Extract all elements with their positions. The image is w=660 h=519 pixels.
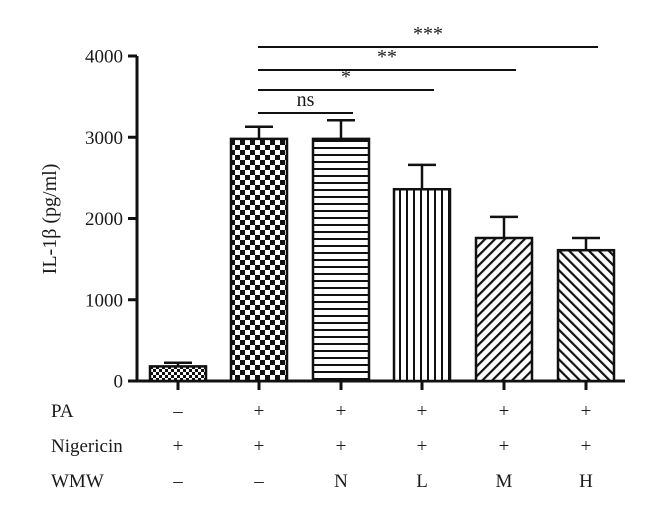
condition-value: + <box>336 401 347 422</box>
condition-value: + <box>581 401 592 422</box>
condition-value: + <box>336 436 347 457</box>
condition-name: PA <box>51 401 74 422</box>
y-tick-label: 4000 <box>85 47 123 68</box>
bar <box>229 137 289 383</box>
y-tick-label: 0 <box>114 372 124 393</box>
bar <box>556 248 616 383</box>
condition-value: – <box>172 401 183 422</box>
y-tick-label: 3000 <box>85 128 123 149</box>
condition-value: – <box>172 471 183 492</box>
significance-label: ns <box>297 89 315 111</box>
condition-value: + <box>254 401 265 422</box>
bar <box>148 365 208 383</box>
bars <box>148 118 616 383</box>
condition-value: + <box>581 436 592 457</box>
condition-value: + <box>173 436 184 457</box>
y-tick-label: 2000 <box>85 209 123 230</box>
y-tick-label: 1000 <box>85 290 123 311</box>
significance-label: * <box>341 66 351 88</box>
condition-value: + <box>417 401 428 422</box>
bar <box>311 137 371 383</box>
condition-value: + <box>417 436 428 457</box>
bar <box>474 236 534 383</box>
bar <box>392 188 452 383</box>
y-axis-title: IL-1β (pg/ml) <box>39 164 61 275</box>
condition-value: N <box>334 471 348 492</box>
significance-brackets: ns****** <box>258 23 598 114</box>
significance-label: *** <box>413 23 443 45</box>
condition-value: + <box>499 401 510 422</box>
axes: 0 1000 2000 3000 4000 <box>85 47 625 393</box>
condition-value: + <box>499 436 510 457</box>
condition-name: WMW <box>51 471 104 492</box>
condition-value: – <box>253 471 264 492</box>
condition-value: M <box>496 471 513 492</box>
condition-value: H <box>579 471 593 492</box>
condition-name: Nigericin <box>51 436 123 457</box>
condition-table: PA – + + + + + Nigericin + + + + + + WMW – – N L M H <box>51 401 593 492</box>
significance-label: ** <box>377 46 397 68</box>
condition-value: L <box>416 471 428 492</box>
condition-value: + <box>254 436 265 457</box>
